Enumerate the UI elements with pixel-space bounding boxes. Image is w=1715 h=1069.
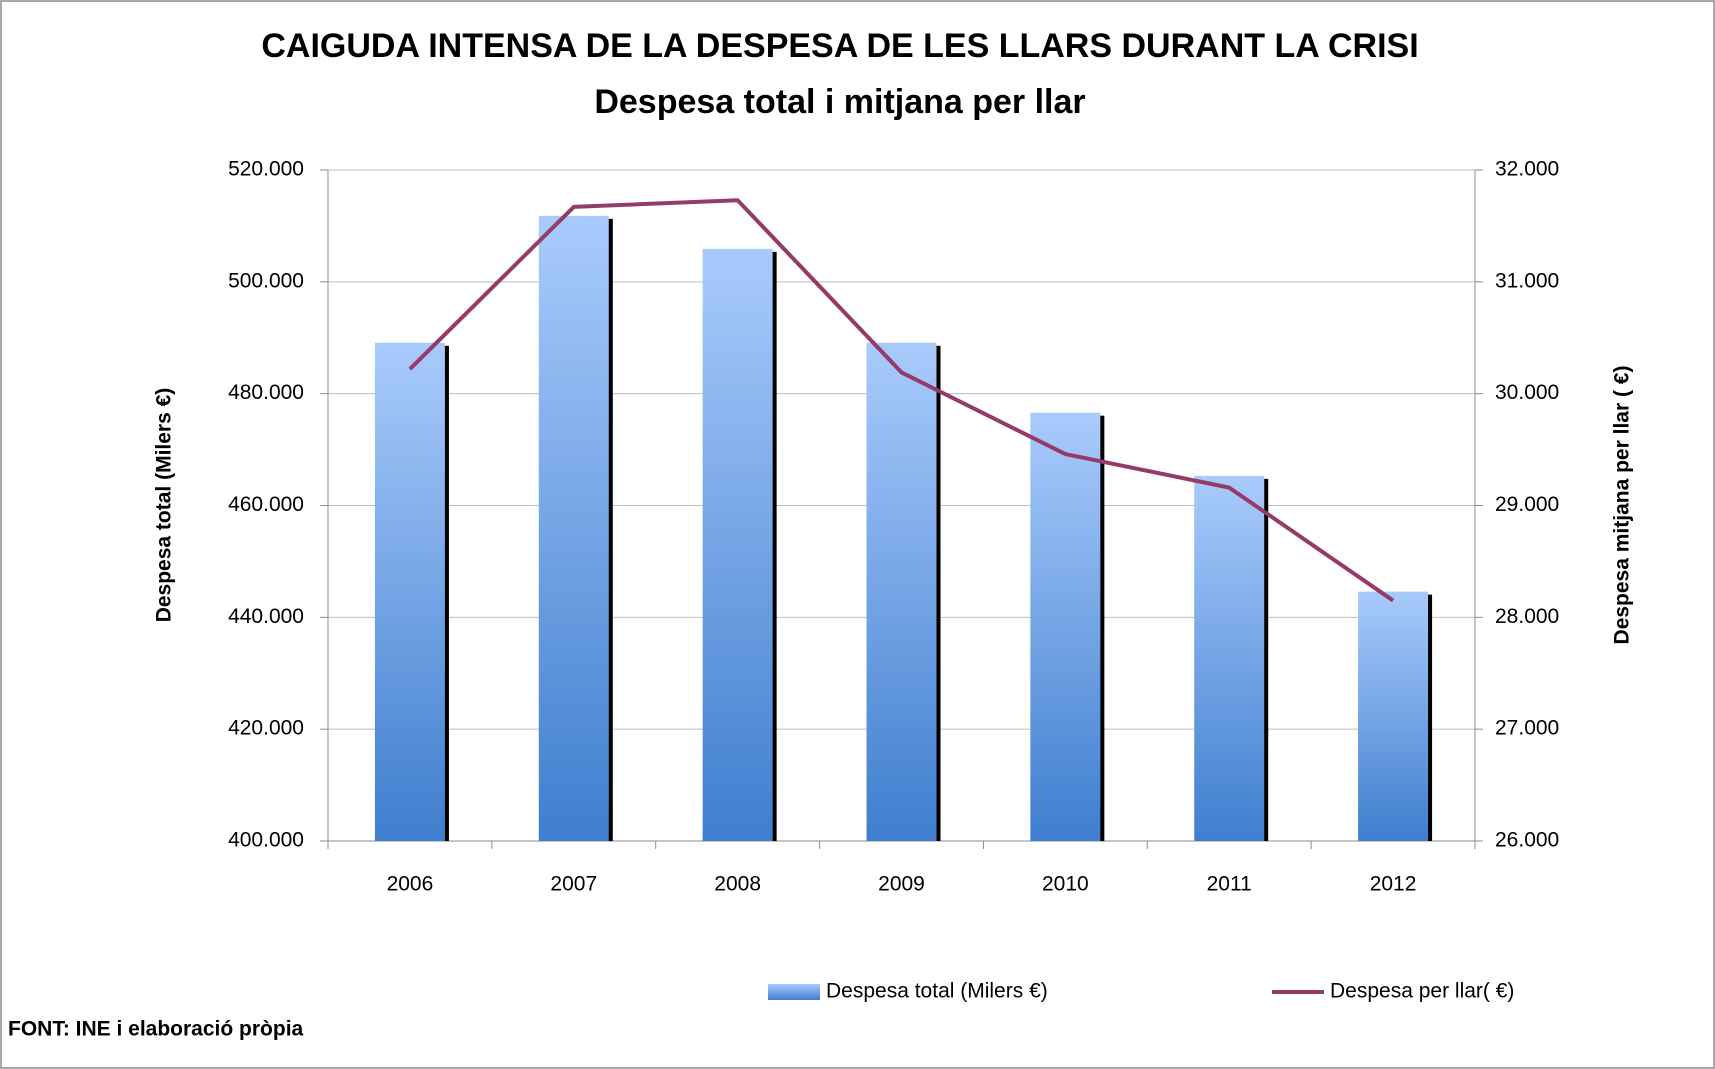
y-tick-label: 460.000: [228, 493, 304, 516]
bar: [374, 342, 445, 841]
legend-label: Despesa per llar( €): [1330, 980, 1514, 1003]
y2-tick-label: 29.000: [1495, 493, 1559, 516]
y-tick-label: 500.000: [228, 269, 304, 292]
line-series: [408, 198, 1395, 603]
bar: [1194, 475, 1265, 841]
y2-tick-label: 31.000: [1495, 269, 1559, 292]
y-tick-label: 480.000: [228, 381, 304, 404]
y2-tick-label: 32.000: [1495, 158, 1559, 181]
y2-axis-label: Despesa mitjana per llar ( €): [1611, 366, 1634, 645]
y2-tick-label: 28.000: [1495, 605, 1559, 628]
bar: [866, 342, 937, 841]
x-tick-label: 2009: [878, 873, 925, 896]
chart-title: CAIGUDA INTENSA DE LA DESPESA DE LES LLA…: [261, 27, 1418, 65]
y2-tick-label: 27.000: [1495, 717, 1559, 740]
y-tick-label: 400.000: [228, 829, 304, 852]
x-tick-label: 2007: [550, 873, 597, 896]
source-note: FONT: INE i elaboració pròpia: [8, 1018, 304, 1041]
x-tick-label: 2012: [1370, 873, 1417, 896]
bar: [538, 215, 609, 841]
y2-tick-label: 30.000: [1495, 381, 1559, 404]
x-tick-label: 2008: [714, 873, 761, 896]
y-tick-label: 520.000: [228, 158, 304, 181]
y-tick-label: 420.000: [228, 717, 304, 740]
legend-label: Despesa total (Milers €): [826, 980, 1048, 1003]
chart-subtitle: Despesa total i mitjana per llar: [594, 83, 1085, 121]
y-axis-label: Despesa total (Milers €): [153, 388, 176, 623]
bar: [1358, 591, 1429, 841]
x-tick-label: 2006: [387, 873, 434, 896]
legend-key: [768, 984, 820, 1000]
x-tick-label: 2011: [1207, 873, 1252, 896]
bar: [702, 248, 773, 841]
y2-tick-label: 26.000: [1495, 829, 1559, 852]
bar: [1030, 412, 1101, 841]
y-tick-label: 440.000: [228, 605, 304, 628]
x-tick-label: 2010: [1042, 873, 1089, 896]
